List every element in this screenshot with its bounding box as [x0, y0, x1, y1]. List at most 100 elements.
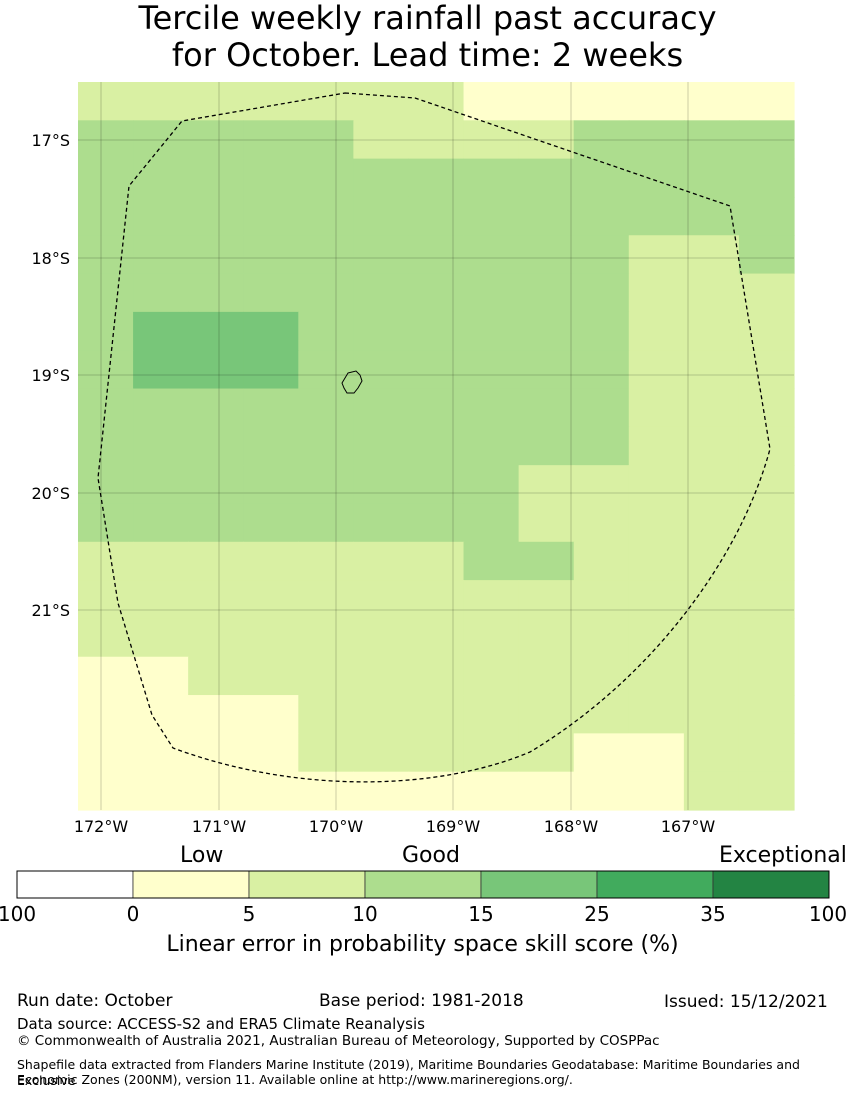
- skill-cell: [628, 771, 685, 811]
- skill-cell: [298, 733, 354, 773]
- skill-cell: [353, 273, 410, 313]
- colorbar-tick: 0: [126, 902, 140, 926]
- skill-cell: [408, 235, 465, 275]
- skill-cell: [683, 580, 740, 620]
- skill-cell: [353, 465, 410, 505]
- skill-cell: [188, 120, 244, 160]
- skill-cell: [463, 771, 520, 811]
- skill-cell: [463, 120, 520, 160]
- colorbar-tick: 35: [700, 902, 726, 926]
- skill-cell: [353, 426, 410, 466]
- skill-cell: [628, 120, 685, 160]
- skill-cell: [298, 235, 354, 275]
- skill-cell: [408, 196, 465, 236]
- skill-cell: [353, 235, 410, 275]
- skill-cell: [243, 82, 299, 121]
- skill-cell: [463, 656, 520, 696]
- skill-cell: [188, 235, 244, 275]
- skill-cell: [298, 695, 354, 734]
- colorbar-label: Linear error in probability space skill …: [166, 932, 679, 957]
- skill-cell: [518, 350, 575, 390]
- skill-cell: [298, 503, 354, 543]
- skill-cell: [738, 541, 795, 581]
- skill-cell: [298, 656, 354, 696]
- skill-cell: [683, 273, 740, 313]
- latitude-label: 19°S: [31, 366, 70, 385]
- skill-cell: [518, 426, 575, 466]
- skill-cell: [133, 580, 189, 620]
- skill-cell: [188, 656, 244, 696]
- skill-cell: [353, 733, 410, 773]
- skill-cell: [738, 158, 795, 198]
- skill-cell: [738, 733, 795, 773]
- skill-cell: [353, 695, 410, 734]
- skill-cell: [408, 771, 465, 811]
- colorbar-segment: [596, 870, 714, 899]
- colorbar-segment: [248, 870, 366, 899]
- skill-cell: [573, 158, 630, 198]
- skill-cell: [353, 618, 410, 658]
- skill-cell: [463, 82, 520, 121]
- skill-cell: [243, 426, 299, 466]
- skill-cell: [133, 695, 189, 734]
- skill-cell: [683, 311, 740, 351]
- skill-cell: [298, 771, 354, 811]
- skill-cell: [683, 656, 740, 696]
- skill-cell: [243, 196, 299, 236]
- skill-cell: [463, 158, 520, 198]
- skill-cell: [408, 82, 465, 121]
- skill-cell: [78, 158, 134, 198]
- skill-cell: [133, 273, 189, 313]
- skill-cell: [408, 311, 465, 351]
- skill-cell: [518, 158, 575, 198]
- skill-cell: [188, 541, 244, 581]
- skill-cell: [408, 695, 465, 734]
- skill-cell: [683, 465, 740, 505]
- skill-cell: [518, 503, 575, 543]
- skill-cell: [408, 541, 465, 581]
- skill-cell: [683, 82, 740, 121]
- skill-cell: [628, 733, 685, 773]
- skill-cell: [298, 618, 354, 658]
- skill-cell: [298, 273, 354, 313]
- skill-cell: [298, 465, 354, 505]
- skill-cell: [243, 733, 299, 773]
- skill-cell: [738, 311, 795, 351]
- skill-cell: [243, 695, 299, 734]
- skill-cell: [133, 541, 189, 581]
- skill-cell: [573, 580, 630, 620]
- skill-cell: [133, 388, 189, 428]
- skill-cell: [738, 235, 795, 275]
- skill-cell: [463, 541, 520, 581]
- skill-cell: [78, 733, 134, 773]
- colorbar-segment: [132, 870, 250, 899]
- skill-cell: [463, 503, 520, 543]
- skill-cell: [573, 82, 630, 121]
- skill-cell: [78, 82, 134, 121]
- skill-cell: [78, 618, 134, 658]
- skill-cell: [738, 388, 795, 428]
- skill-cell: [518, 465, 575, 505]
- colorbar-tick: 5: [242, 902, 256, 926]
- longitude-label: 170°W: [309, 817, 364, 836]
- skill-cell: [298, 158, 354, 198]
- colorbar-tick: 15: [468, 902, 494, 926]
- map-title-line2: for October. Lead time: 2 weeks: [171, 36, 684, 74]
- longitude-label: 168°W: [544, 817, 599, 836]
- skill-cell: [518, 82, 575, 121]
- skill-cell: [353, 541, 410, 581]
- skill-cell: [243, 388, 299, 428]
- skill-cell: [573, 733, 630, 773]
- skill-cell: [738, 196, 795, 236]
- colorbar-segment: [712, 870, 830, 899]
- skill-grid: [78, 82, 795, 811]
- skill-cell: [463, 235, 520, 275]
- skill-cell: [78, 771, 134, 811]
- skill-cell: [78, 580, 134, 620]
- longitude-labels: 172°W 171°W 170°W 169°W 168°W 167°W: [74, 817, 716, 836]
- skill-cell: [188, 158, 244, 198]
- skill-cell: [133, 235, 189, 275]
- skill-cell: [463, 733, 520, 773]
- skill-cell: [573, 426, 630, 466]
- skill-cell: [683, 350, 740, 390]
